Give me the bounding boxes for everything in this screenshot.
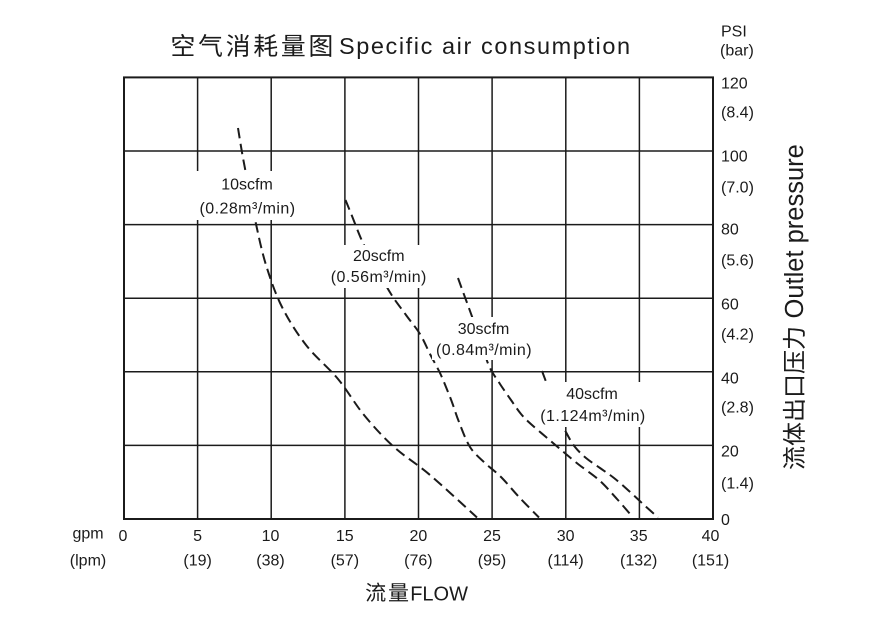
svg-text:(bar): (bar): [720, 43, 754, 60]
svg-text:40: 40: [702, 528, 720, 545]
svg-text:80: 80: [721, 222, 739, 239]
svg-text:0: 0: [119, 528, 128, 545]
svg-text:60: 60: [721, 297, 739, 314]
svg-text:30scfm: 30scfm: [458, 321, 510, 338]
svg-text:(lpm): (lpm): [70, 553, 106, 570]
svg-text:(8.4): (8.4): [721, 105, 754, 122]
svg-text:FLOW: FLOW: [410, 584, 468, 606]
svg-text:PSI: PSI: [721, 24, 747, 41]
svg-text:20: 20: [410, 528, 428, 545]
svg-text:Specific air consumption: Specific air consumption: [339, 33, 632, 59]
svg-text:5: 5: [193, 528, 202, 545]
svg-text:30: 30: [557, 528, 575, 545]
svg-text:(95): (95): [478, 553, 506, 570]
svg-text:120: 120: [721, 76, 748, 93]
svg-text:(0.56m³/min): (0.56m³/min): [331, 269, 427, 286]
svg-text:25: 25: [483, 528, 501, 545]
svg-text:100: 100: [721, 149, 748, 166]
svg-text:gpm: gpm: [72, 526, 103, 543]
svg-text:(0.28m³/min): (0.28m³/min): [199, 201, 295, 218]
svg-text:0: 0: [721, 512, 730, 529]
svg-text:(57): (57): [331, 553, 359, 570]
svg-text:(5.6): (5.6): [721, 253, 754, 270]
svg-text:(19): (19): [183, 553, 211, 570]
svg-text:(132): (132): [620, 553, 657, 570]
svg-text:Outlet pressure: Outlet pressure: [781, 144, 809, 318]
svg-text:(76): (76): [404, 553, 432, 570]
svg-text:(151): (151): [692, 553, 729, 570]
svg-text:(1.4): (1.4): [721, 476, 754, 493]
svg-text:40: 40: [721, 371, 739, 388]
svg-text:20scfm: 20scfm: [353, 248, 405, 265]
svg-text:40scfm: 40scfm: [566, 386, 618, 403]
svg-text:(114): (114): [548, 553, 584, 570]
svg-text:10scfm: 10scfm: [221, 177, 273, 194]
svg-text:(2.8): (2.8): [721, 400, 754, 417]
svg-text:(38): (38): [256, 553, 284, 570]
svg-text:(4.2): (4.2): [721, 327, 754, 344]
svg-text:(0.84m³/min): (0.84m³/min): [436, 342, 532, 359]
svg-text:(7.0): (7.0): [721, 180, 754, 197]
svg-text:10: 10: [262, 528, 280, 545]
svg-text:20: 20: [721, 444, 739, 461]
svg-text:15: 15: [336, 528, 354, 545]
svg-text:35: 35: [630, 528, 648, 545]
svg-text:(1.124m³/min): (1.124m³/min): [540, 408, 645, 425]
